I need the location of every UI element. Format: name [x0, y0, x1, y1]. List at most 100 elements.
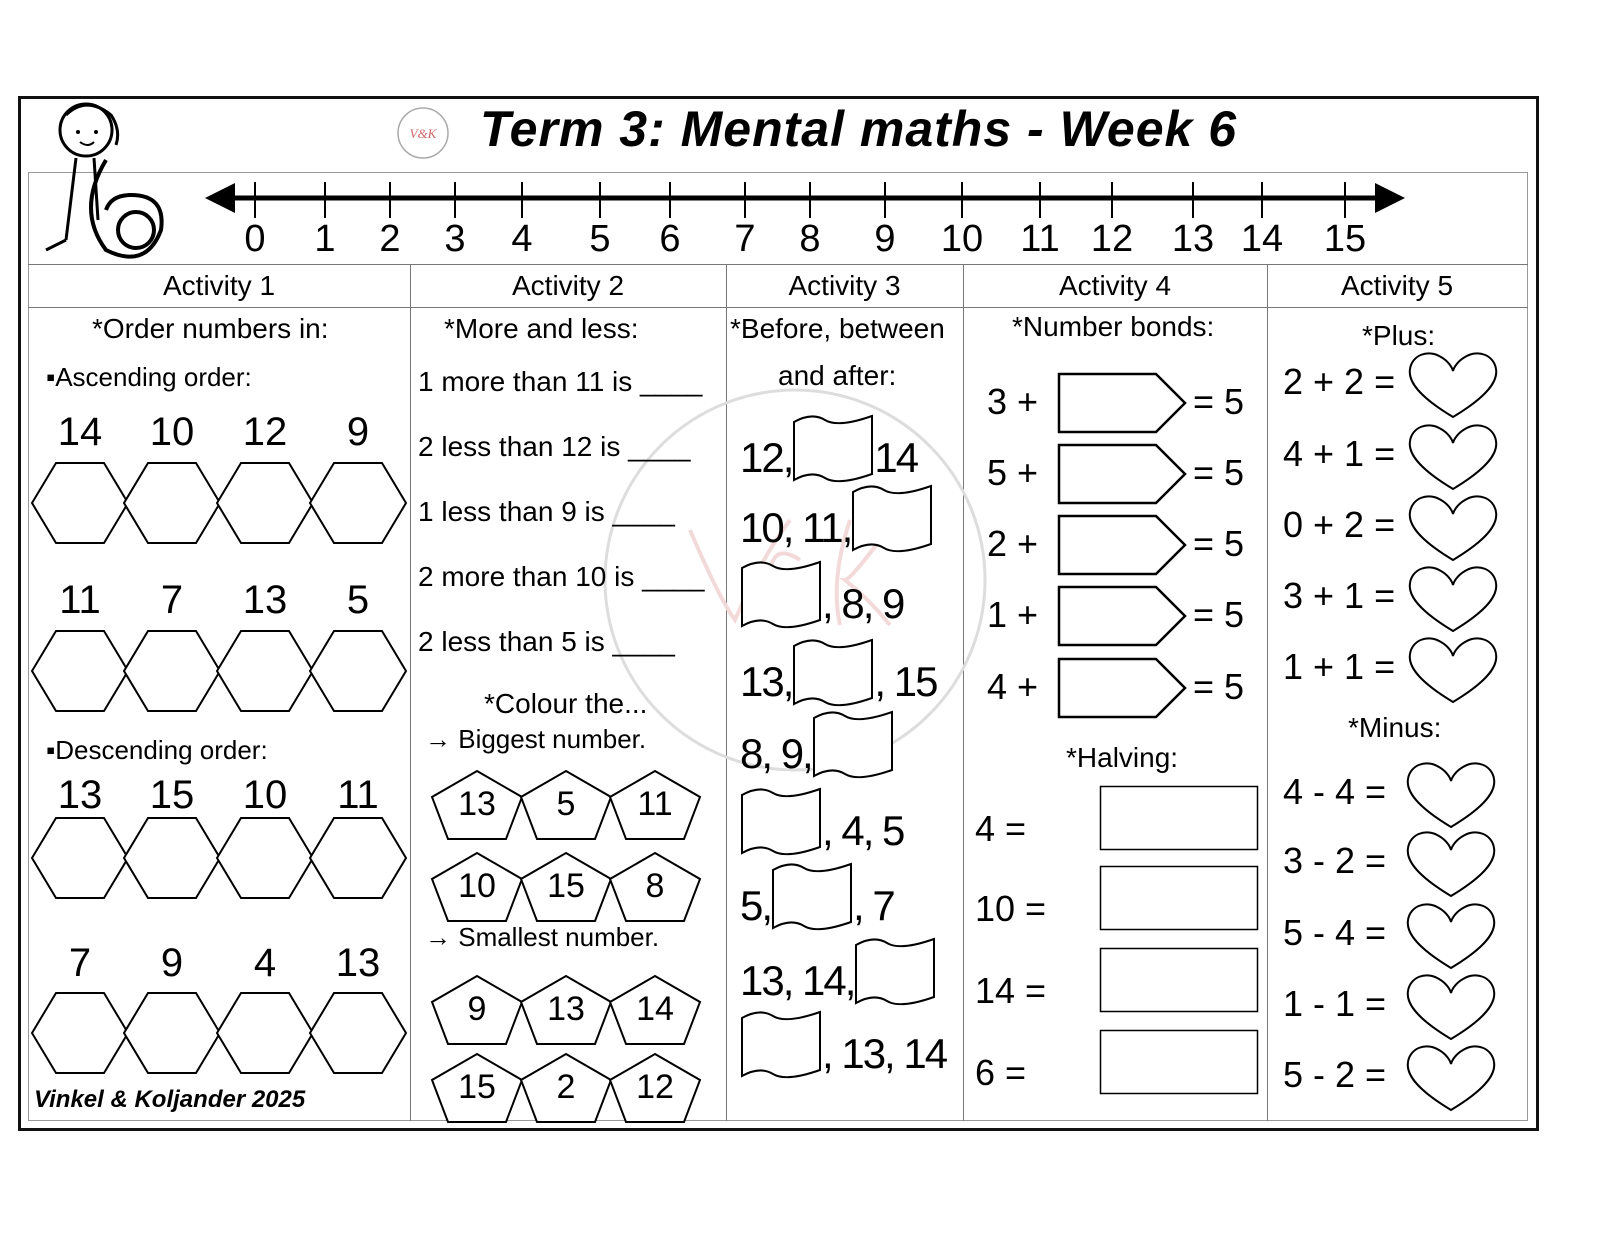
flag-answer-box[interactable]	[792, 412, 874, 483]
plus-expression: 2 + 2 =	[1283, 361, 1396, 402]
order-number: 11	[59, 578, 101, 622]
flag-answer-box[interactable]	[854, 935, 936, 1006]
heart-answer-box[interactable]	[1406, 761, 1496, 829]
heart-answer-box[interactable]	[1406, 902, 1496, 970]
heart-answer-box[interactable]	[1408, 636, 1498, 704]
flag-answer-box[interactable]	[740, 785, 822, 856]
number-line-label: 2	[379, 218, 401, 260]
pentagon-shape[interactable]	[430, 769, 524, 840]
activity2-heading: *More and less:	[444, 313, 639, 344]
arrow-answer-box[interactable]	[1057, 372, 1187, 434]
flag-answer-box[interactable]	[771, 860, 853, 931]
bond-total: = 5	[1193, 666, 1245, 707]
hexagon-answer-box[interactable]	[308, 630, 408, 712]
heart-answer-box[interactable]	[1408, 423, 1498, 491]
pentagon-shape[interactable]	[608, 974, 702, 1045]
hexagon-answer-box[interactable]	[215, 817, 315, 899]
pentagon-shape[interactable]	[519, 974, 613, 1045]
hexagon-answer-box[interactable]	[215, 992, 315, 1074]
heart-answer-box[interactable]	[1408, 494, 1498, 562]
arrow-answer-box[interactable]	[1057, 585, 1187, 647]
flag-answer-box[interactable]	[740, 1008, 822, 1079]
heart-answer-box[interactable]	[1406, 1044, 1496, 1112]
pentagon-shape[interactable]	[608, 1052, 702, 1123]
order-number: 13	[242, 578, 288, 622]
pentagon-shape[interactable]	[608, 769, 702, 840]
hexagon-answer-box[interactable]	[215, 630, 315, 712]
sequence-row: , 4, 5	[740, 785, 905, 856]
bond-expression: 4 +	[987, 666, 1039, 707]
pentagon-number: 13	[458, 785, 496, 823]
hexagon-answer-box[interactable]	[308, 462, 408, 544]
more-less-question: 1 more than 11 is ____	[418, 366, 703, 397]
heart-answer-box[interactable]	[1408, 351, 1498, 419]
number-line-label: 8	[799, 218, 821, 260]
activity3-heading: *Before, between	[730, 313, 945, 344]
sequence-number: 12,	[740, 434, 794, 481]
hexagon-answer-box[interactable]	[122, 630, 222, 712]
descending-label: ▪Descending order:	[46, 735, 268, 765]
plus-expression: 0 + 2 =	[1283, 504, 1396, 545]
arrow-answer-box[interactable]	[1057, 514, 1187, 576]
sequence-number: 14	[874, 434, 919, 481]
more-less-question: 2 more than 10 is ____	[418, 561, 705, 592]
flag-answer-box[interactable]	[740, 558, 822, 629]
hexagon-answer-box[interactable]	[122, 992, 222, 1074]
number-line-label: 11	[1020, 218, 1060, 260]
biggest-label: → Biggest number.	[425, 724, 647, 754]
number-line-label: 7	[734, 218, 756, 260]
flag-answer-box[interactable]	[851, 482, 933, 553]
hexagon-answer-box[interactable]	[215, 462, 315, 544]
heart-answer-box[interactable]	[1408, 565, 1498, 633]
hexagon-answer-box[interactable]	[30, 462, 130, 544]
halving-answer-box[interactable]	[1099, 1029, 1259, 1095]
sequence-number: , 4, 5	[822, 807, 905, 854]
number-line-label: 3	[444, 218, 466, 260]
ascending-label: ▪Ascending order:	[46, 362, 252, 392]
arrow-answer-box[interactable]	[1057, 443, 1187, 505]
hexagon-answer-box[interactable]	[308, 992, 408, 1074]
pentagon-shape[interactable]	[519, 851, 613, 922]
divider	[1267, 264, 1268, 1121]
more-less-question: 2 less than 12 is ____	[418, 431, 691, 462]
divider	[28, 264, 1528, 265]
minus-expression: 4 - 4 =	[1283, 771, 1387, 812]
divider	[726, 264, 727, 1121]
pentagon-shape[interactable]	[608, 851, 702, 922]
pentagon-shape[interactable]	[430, 1052, 524, 1123]
hexagon-answer-box[interactable]	[30, 817, 130, 899]
halving-answer-box[interactable]	[1099, 947, 1259, 1013]
sequence-number: , 13, 14	[822, 1030, 948, 1077]
order-number: 14	[57, 410, 103, 454]
pentagon-shape[interactable]	[519, 769, 613, 840]
minus-expression: 5 - 4 =	[1283, 912, 1387, 953]
pentagon-shape[interactable]	[519, 1052, 613, 1123]
divider	[410, 264, 411, 1121]
pentagon-shape[interactable]	[430, 851, 524, 922]
heart-answer-box[interactable]	[1406, 973, 1496, 1041]
number-line-label: 15	[1323, 218, 1367, 260]
plus-expression: 1 + 1 =	[1283, 646, 1396, 687]
bond-total: = 5	[1193, 523, 1245, 564]
girl-six-illustration	[45, 102, 164, 259]
flag-answer-box[interactable]	[792, 636, 874, 707]
hexagon-answer-box[interactable]	[308, 817, 408, 899]
bond-total: = 5	[1193, 452, 1245, 493]
arrow-answer-box[interactable]	[1057, 657, 1187, 719]
hexagon-answer-box[interactable]	[122, 462, 222, 544]
pentagon-shape[interactable]	[430, 974, 524, 1045]
heart-answer-box[interactable]	[1406, 830, 1496, 898]
sequence-number: , 8, 9	[822, 580, 905, 627]
order-number: 13	[335, 941, 381, 985]
smallest-label: → Smallest number.	[425, 922, 660, 952]
flag-answer-box[interactable]	[812, 708, 894, 779]
halving-answer-box[interactable]	[1099, 785, 1259, 851]
sequence-row: 10, 11,	[740, 482, 933, 553]
sequence-row: 12, 14	[740, 412, 919, 483]
number-line-label: 6	[659, 218, 681, 260]
hexagon-answer-box[interactable]	[30, 992, 130, 1074]
hexagon-answer-box[interactable]	[122, 817, 222, 899]
hexagon-answer-box[interactable]	[30, 630, 130, 712]
sequence-number: , 15	[874, 658, 938, 705]
halving-answer-box[interactable]	[1099, 865, 1259, 931]
